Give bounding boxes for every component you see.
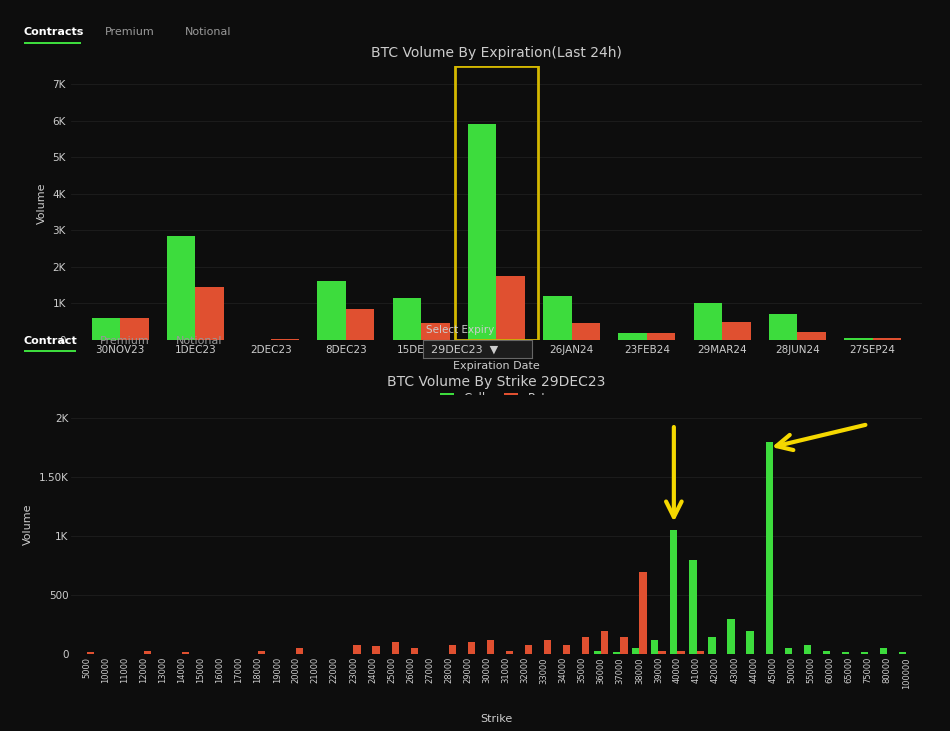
Text: Select Expiry: Select Expiry xyxy=(426,325,494,336)
Bar xyxy=(709,637,715,654)
Bar xyxy=(392,298,421,340)
Bar xyxy=(86,652,94,654)
Text: Contract: Contract xyxy=(24,336,78,346)
Text: Notional: Notional xyxy=(176,336,222,346)
Text: Published on laevitas.ch, 16:45:09 29Nov2023: Published on laevitas.ch, 16:45:09 29Nov… xyxy=(726,402,922,411)
Bar xyxy=(258,651,265,654)
Bar xyxy=(563,645,570,654)
Bar xyxy=(467,124,496,340)
Y-axis label: Volume: Volume xyxy=(23,504,33,545)
Bar xyxy=(181,652,189,654)
Bar xyxy=(671,531,677,654)
Bar xyxy=(91,318,120,340)
Bar xyxy=(525,645,532,654)
Bar xyxy=(572,323,600,340)
Bar xyxy=(120,318,149,340)
Text: Notional: Notional xyxy=(185,27,232,37)
Bar xyxy=(694,303,722,340)
Bar xyxy=(658,651,666,654)
Bar xyxy=(677,651,685,654)
Bar xyxy=(613,652,620,654)
Bar xyxy=(506,651,513,654)
Bar xyxy=(317,281,346,340)
Y-axis label: Volume: Volume xyxy=(37,182,47,224)
Bar xyxy=(421,323,449,340)
Bar xyxy=(544,640,551,654)
Bar xyxy=(899,652,906,654)
Bar xyxy=(582,637,589,654)
Bar xyxy=(594,651,601,654)
Legend: Calls, Puts: Calls, Puts xyxy=(434,386,559,411)
Bar xyxy=(632,648,639,654)
Bar xyxy=(728,619,734,654)
Bar xyxy=(620,637,628,654)
Bar xyxy=(391,643,399,654)
Bar xyxy=(823,651,830,654)
Bar xyxy=(873,338,902,340)
Bar xyxy=(196,287,224,340)
Bar xyxy=(372,646,380,654)
Bar xyxy=(647,333,675,340)
Bar xyxy=(785,648,792,654)
Bar xyxy=(143,651,151,654)
Bar xyxy=(346,308,374,340)
Text: Contracts: Contracts xyxy=(24,27,85,37)
Bar xyxy=(353,645,361,654)
Bar xyxy=(601,631,608,654)
Bar xyxy=(486,640,494,654)
Title: BTC Volume By Expiration(Last 24h): BTC Volume By Expiration(Last 24h) xyxy=(370,47,622,61)
Bar xyxy=(722,322,750,340)
Bar xyxy=(467,643,475,654)
Title: BTC Volume By Strike 29DEC23: BTC Volume By Strike 29DEC23 xyxy=(388,376,605,390)
Text: 29DEC23  ▼: 29DEC23 ▼ xyxy=(431,345,499,355)
Bar xyxy=(448,645,456,654)
X-axis label: Strike: Strike xyxy=(481,713,512,724)
Bar xyxy=(690,560,696,654)
Bar xyxy=(861,653,868,654)
Bar xyxy=(651,640,658,654)
Text: Premium: Premium xyxy=(104,27,154,37)
Bar xyxy=(696,651,704,654)
Bar xyxy=(296,648,303,654)
Bar xyxy=(766,442,772,654)
Bar xyxy=(844,338,873,340)
Bar xyxy=(410,648,418,654)
Text: Premium: Premium xyxy=(100,336,149,346)
Bar xyxy=(167,235,196,340)
Bar xyxy=(880,648,887,654)
Bar xyxy=(618,333,647,340)
Bar xyxy=(842,652,849,654)
Bar xyxy=(797,332,826,340)
Bar xyxy=(543,296,572,340)
X-axis label: Expiration Date: Expiration Date xyxy=(453,361,540,371)
Bar xyxy=(804,645,811,654)
Bar xyxy=(496,276,525,340)
Bar xyxy=(747,631,753,654)
Bar xyxy=(769,314,797,340)
Bar xyxy=(639,572,647,654)
